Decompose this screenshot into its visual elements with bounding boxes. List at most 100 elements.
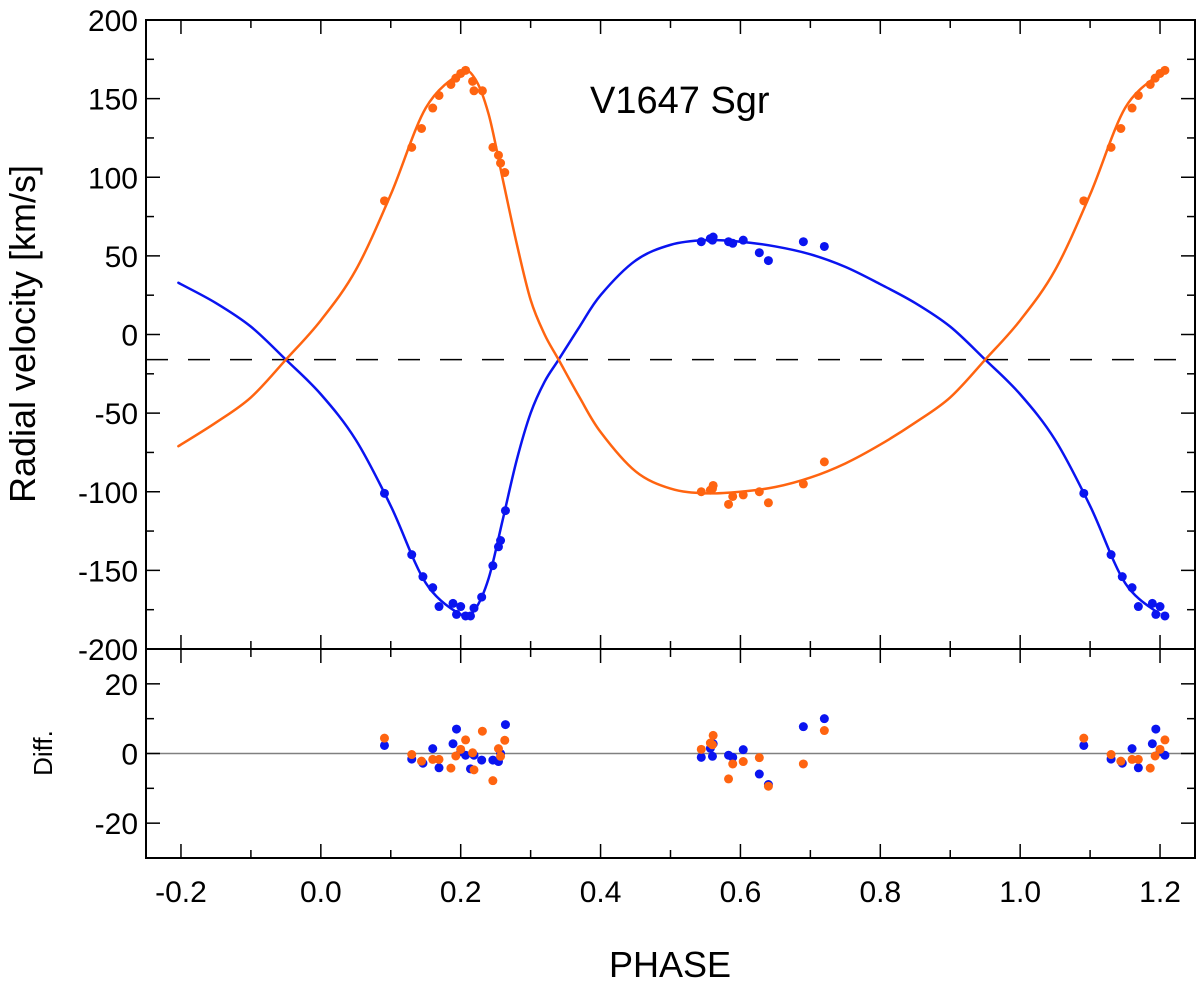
primary-rv-point — [496, 535, 506, 545]
secondary-residual-point — [407, 750, 417, 760]
primary-rv-point — [696, 237, 706, 247]
secondary-residual-point — [477, 726, 487, 736]
primary-residual-point — [428, 744, 438, 754]
secondary-rv-point — [1106, 142, 1116, 152]
secondary-rv-point — [696, 487, 706, 497]
primary-residual-point — [1147, 739, 1157, 749]
primary-rv-point — [448, 598, 458, 608]
x-tick-label: 0.0 — [300, 876, 342, 909]
x-tick-label: 0.2 — [440, 876, 482, 909]
primary-rv-point — [754, 248, 764, 258]
primary-residual-point — [738, 745, 748, 755]
secondary-residual-point — [488, 776, 498, 786]
secondary-residual-point — [1150, 751, 1160, 761]
primary-residual-point — [707, 751, 717, 761]
y-tick-label: 200 — [88, 5, 138, 38]
y-tick-label: -100 — [78, 477, 138, 510]
primary-residual-point — [477, 755, 487, 765]
secondary-residual-point — [798, 759, 808, 769]
secondary-rv-point — [434, 90, 444, 100]
residual-y-tick-label: -20 — [95, 808, 138, 841]
secondary-rv-point — [1160, 65, 1170, 75]
secondary-rv-point — [477, 86, 487, 96]
primary-rv-point — [1079, 488, 1089, 498]
primary-rv-point — [465, 611, 475, 621]
secondary-residual-point — [500, 735, 510, 745]
primary-rv-point — [500, 506, 510, 516]
secondary-residual-point — [738, 757, 748, 767]
secondary-residual-point — [434, 754, 444, 764]
secondary-rv-point — [1145, 79, 1155, 89]
primary-residual-point — [461, 750, 471, 760]
primary-residual-point — [379, 740, 389, 750]
secondary-residual-point — [468, 748, 478, 758]
primary-rv-point — [1160, 611, 1170, 621]
primary-residual-point — [448, 739, 458, 749]
secondary-residual-point — [707, 740, 717, 750]
primary-rv-point — [738, 235, 748, 245]
secondary-rv-point — [446, 79, 456, 89]
primary-rv-point — [452, 609, 462, 619]
secondary-rv-point — [738, 490, 748, 500]
secondary-residual-point — [1145, 763, 1155, 773]
secondary-rv-point — [488, 142, 498, 152]
x-axis-label: PHASE — [609, 944, 731, 981]
primary-rv-point — [1151, 609, 1161, 619]
y-tick-label: 0 — [121, 320, 138, 353]
secondary-residual-point — [1155, 744, 1165, 754]
residual-y-tick-label: 0 — [121, 739, 138, 772]
primary-rv-point — [708, 232, 718, 242]
primary-rv-point — [407, 550, 417, 560]
primary-residual-point — [452, 724, 462, 734]
primary-residual-point — [696, 752, 706, 762]
primary-rv-point — [728, 238, 738, 248]
y-tick-label: -50 — [95, 398, 138, 431]
y-tick-label: 100 — [88, 162, 138, 195]
secondary-residual-point — [456, 744, 466, 754]
secondary-residual-point — [496, 751, 506, 761]
primary-rv-point — [1155, 602, 1165, 612]
secondary-residual-point — [708, 730, 718, 740]
secondary-residual-point — [1133, 754, 1143, 764]
secondary-rv-point — [1133, 90, 1143, 100]
secondary-rv-point — [407, 142, 417, 152]
secondary-residual-point — [446, 763, 456, 773]
y-tick-label: 150 — [88, 84, 138, 117]
secondary-residual-point — [493, 744, 503, 754]
secondary-residual-point — [469, 765, 479, 775]
primary-rv-point — [1127, 583, 1137, 593]
primary-rv-point — [488, 561, 498, 571]
chart-title: V1647 Sgr — [590, 80, 770, 122]
secondary-rv-point — [763, 498, 773, 508]
primary-rv-point — [477, 592, 487, 602]
x-tick-label: 1.0 — [999, 876, 1041, 909]
primary-rv-point — [379, 488, 389, 498]
secondary-residual-point — [461, 735, 471, 745]
primary-rv-point — [1106, 550, 1116, 560]
secondary-residual-point — [417, 756, 427, 766]
primary-rv-point — [1117, 572, 1127, 582]
primary-residual-point — [1079, 740, 1089, 750]
primary-residual-point — [754, 769, 764, 779]
y-tick-label: -150 — [78, 555, 138, 588]
secondary-rv-point — [428, 103, 438, 113]
secondary-residual-point — [754, 753, 764, 763]
secondary-residual-point — [728, 759, 738, 769]
secondary-residual-point — [696, 744, 706, 754]
secondary-residual-point — [428, 754, 438, 764]
primary-residual-point — [819, 714, 829, 724]
primary-rv-point — [1147, 598, 1157, 608]
y-tick-label: -200 — [78, 634, 138, 667]
secondary-residual-point — [724, 774, 734, 784]
primary-rv-point — [469, 603, 479, 613]
primary-model-curve — [177, 238, 1161, 618]
secondary-rv-point — [1079, 196, 1089, 206]
primary-rv-point — [418, 572, 428, 582]
primary-residual-point — [728, 752, 738, 762]
y-axis-label: Radial velocity [km/s] — [2, 165, 43, 503]
residual-y-tick-label: 20 — [105, 669, 138, 702]
x-tick-label: -0.2 — [155, 876, 207, 909]
secondary-rv-point — [379, 196, 389, 206]
primary-rv-point — [819, 241, 829, 251]
